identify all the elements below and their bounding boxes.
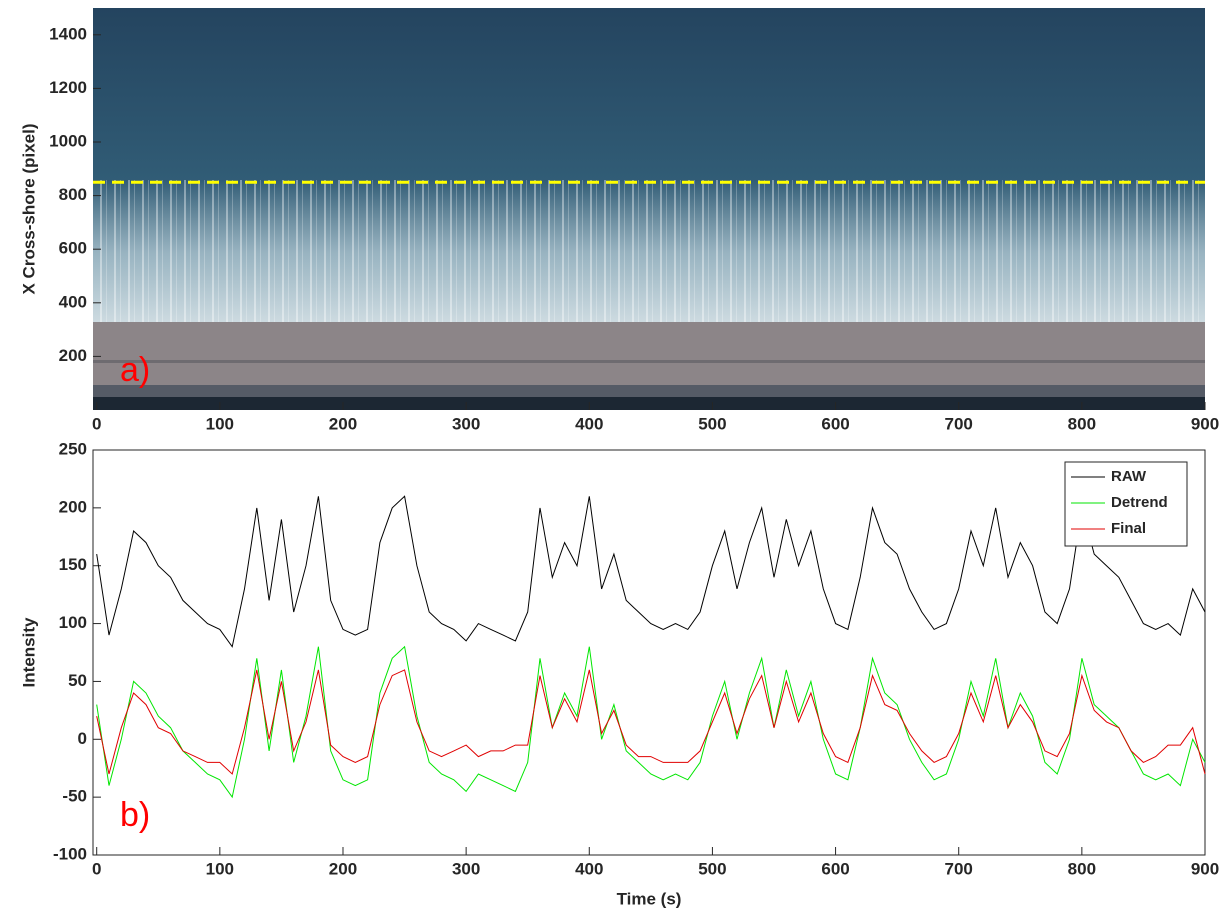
y-axis-label: X Cross-shore (pixel) (19, 124, 38, 295)
x-tick-label: 400 (575, 414, 603, 433)
panel-annotation: a) (120, 351, 150, 389)
x-tick-label: 100 (206, 414, 234, 433)
x-tick-label: 500 (698, 414, 726, 433)
x-axis-label: Time (s) (617, 889, 682, 908)
x-tick-label: 400 (575, 859, 603, 878)
x-tick-label: 100 (206, 859, 234, 878)
x-tick-label: 0 (92, 859, 101, 878)
y-tick-label: 1000 (49, 131, 87, 150)
x-tick-label: 700 (945, 414, 973, 433)
x-tick-label: 800 (1068, 414, 1096, 433)
legend-label: Final (1111, 520, 1146, 537)
x-tick-label: 800 (1068, 859, 1096, 878)
series-line (96, 669, 1206, 775)
y-tick-label: -100 (53, 844, 87, 863)
x-tick-label: 900 (1191, 859, 1219, 878)
x-tick-label: 200 (329, 859, 357, 878)
x-tick-label: 900 (1191, 414, 1219, 433)
y-tick-label: 1200 (49, 78, 87, 97)
x-tick-label: 500 (698, 859, 726, 878)
y-tick-label: -50 (62, 787, 87, 806)
plot-frame (92, 449, 1206, 856)
y-tick-label: 200 (59, 346, 87, 365)
x-tick-label: 0 (92, 414, 101, 433)
y-tick-label: 250 (59, 439, 87, 458)
x-tick-label: 600 (821, 859, 849, 878)
series-line (96, 645, 1206, 799)
y-tick-label: 50 (68, 671, 87, 690)
x-tick-label: 700 (945, 859, 973, 878)
x-tick-label: 300 (452, 859, 480, 878)
y-tick-label: 150 (59, 555, 87, 574)
legend-box (1064, 461, 1188, 547)
y-tick-label: 600 (59, 239, 87, 258)
series-line (96, 495, 1206, 648)
timestack-image (93, 8, 1205, 410)
panel-annotation: b) (120, 796, 150, 834)
y-tick-label: 1400 (49, 24, 87, 43)
y-tick-label: 0 (78, 729, 87, 748)
x-tick-label: 600 (821, 414, 849, 433)
legend-label: RAW (1111, 468, 1147, 485)
x-tick-label: 300 (452, 414, 480, 433)
y-tick-label: 100 (59, 613, 87, 632)
legend-label: Detrend (1111, 494, 1168, 511)
y-axis-label: Intensity (19, 617, 38, 687)
y-tick-label: 200 (59, 497, 87, 516)
y-tick-label: 400 (59, 292, 87, 311)
y-tick-label: 800 (59, 185, 87, 204)
x-tick-label: 200 (329, 414, 357, 433)
